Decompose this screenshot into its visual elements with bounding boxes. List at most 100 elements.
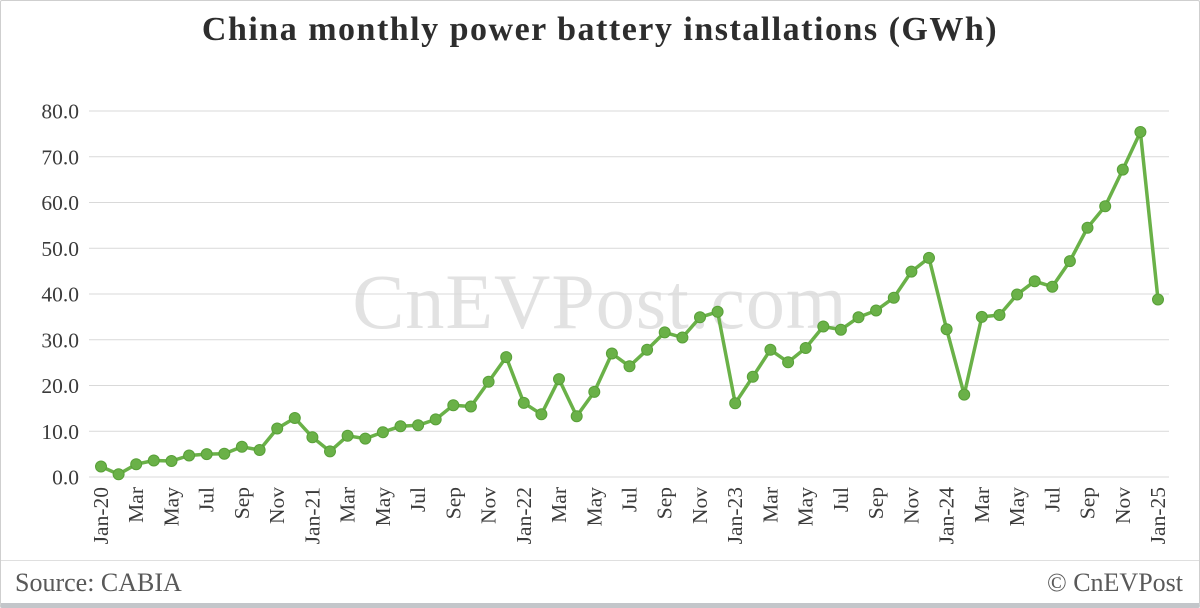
- x-tick-label: Jan-25: [1146, 487, 1170, 544]
- data-point: [376, 426, 389, 439]
- data-point: [429, 413, 442, 426]
- x-tick-label: Sep: [653, 487, 677, 519]
- data-point: [324, 445, 336, 458]
- data-point: [359, 432, 372, 445]
- y-tick-label: 70.0: [41, 145, 79, 169]
- x-tick-label: Jul: [829, 487, 853, 512]
- x-tick-label: Jul: [406, 487, 430, 512]
- data-point: [482, 375, 495, 388]
- data-point: [799, 342, 812, 354]
- x-tick-label: Mar: [758, 487, 782, 523]
- data-point: [1063, 255, 1076, 268]
- data-point: [553, 373, 565, 386]
- data-point: [940, 323, 953, 336]
- data-point: [729, 397, 742, 410]
- data-point: [130, 458, 143, 471]
- x-tick-label: Sep: [864, 487, 888, 519]
- data-point: [95, 460, 107, 473]
- data-point: [165, 455, 178, 467]
- data-line: [99, 130, 1160, 477]
- data-point: [887, 291, 900, 304]
- x-tick-label: Jan-21: [300, 487, 324, 544]
- x-tick-label: Jan-24: [935, 487, 959, 545]
- data-point: [870, 304, 883, 317]
- y-tick-label: 20.0: [41, 374, 79, 398]
- footer-divider: [1, 560, 1199, 561]
- data-point: [147, 454, 160, 467]
- data-point: [200, 448, 213, 461]
- x-tick-label: Sep: [1076, 487, 1100, 519]
- data-point: [341, 429, 354, 442]
- data-point: [975, 310, 988, 323]
- data-point: [746, 370, 759, 383]
- data-point: [112, 468, 125, 481]
- x-tick-label: May: [582, 487, 606, 527]
- data-point: [412, 419, 425, 432]
- data-point: [1011, 288, 1024, 301]
- x-tick-label: Nov: [265, 487, 289, 524]
- data-point: [623, 360, 636, 373]
- data-point: [694, 311, 706, 324]
- data-point: [306, 431, 319, 444]
- y-tick-label: 10.0: [41, 420, 79, 444]
- data-point: [782, 356, 795, 369]
- y-tick-label: 60.0: [41, 191, 79, 215]
- data-point: [905, 265, 918, 278]
- data-point: [235, 440, 248, 453]
- x-tick-label: Mar: [336, 487, 360, 523]
- x-tick-label: Nov: [477, 487, 501, 524]
- data-point: [1081, 221, 1094, 234]
- x-tick-label: Jul: [1040, 487, 1064, 512]
- x-tick-label: Mar: [124, 487, 148, 523]
- data-point: [394, 420, 407, 433]
- x-tick-label: Sep: [230, 487, 254, 519]
- data-point: [817, 320, 830, 333]
- data-point: [923, 251, 935, 264]
- data-point: [764, 343, 777, 356]
- data-point: [711, 305, 724, 318]
- x-tick-label: May: [159, 487, 183, 527]
- x-tick-label: May: [371, 487, 395, 527]
- data-point: [464, 400, 477, 413]
- x-tick-label: Nov: [688, 487, 712, 524]
- data-point: [183, 449, 196, 462]
- x-tick-label: Nov: [899, 487, 923, 524]
- x-tick-label: May: [1005, 487, 1029, 527]
- x-tick-label: Sep: [441, 487, 465, 519]
- data-point: [218, 447, 231, 460]
- y-tick-label: 30.0: [41, 328, 79, 352]
- y-tick-label: 80.0: [41, 100, 79, 124]
- copyright-label: © CnEVPost: [1046, 568, 1183, 597]
- data-point: [993, 309, 1006, 321]
- x-tick-label: Jul: [195, 487, 219, 512]
- x-tick-label: Mar: [970, 487, 994, 523]
- x-tick-label: Nov: [1111, 487, 1135, 524]
- data-point: [517, 396, 530, 409]
- data-point: [447, 399, 460, 412]
- y-tick-label: 0.0: [52, 466, 79, 490]
- x-tick-label: Mar: [547, 487, 571, 523]
- data-point: [1028, 275, 1041, 288]
- data-point: [570, 410, 583, 423]
- y-tick-label: 50.0: [41, 237, 79, 261]
- data-point: [288, 412, 301, 424]
- data-point: [852, 311, 865, 324]
- x-tick-label: May: [794, 487, 818, 527]
- data-point: [271, 422, 284, 435]
- x-tick-label: Jan-22: [512, 487, 536, 544]
- data-point: [1116, 163, 1129, 176]
- source-label: Source: CABIA: [15, 568, 182, 597]
- data-point: [605, 347, 618, 360]
- data-point: [658, 326, 671, 339]
- data-point: [1099, 200, 1112, 213]
- x-tick-label: Jul: [618, 487, 642, 512]
- data-point: [834, 323, 847, 336]
- y-tick-label: 40.0: [41, 283, 79, 307]
- data-point: [958, 388, 971, 401]
- chart-title: China monthly power battery installation…: [201, 11, 999, 48]
- data-point: [500, 351, 513, 364]
- x-tick-label: Jan-23: [723, 487, 747, 544]
- data-point: [1134, 126, 1147, 138]
